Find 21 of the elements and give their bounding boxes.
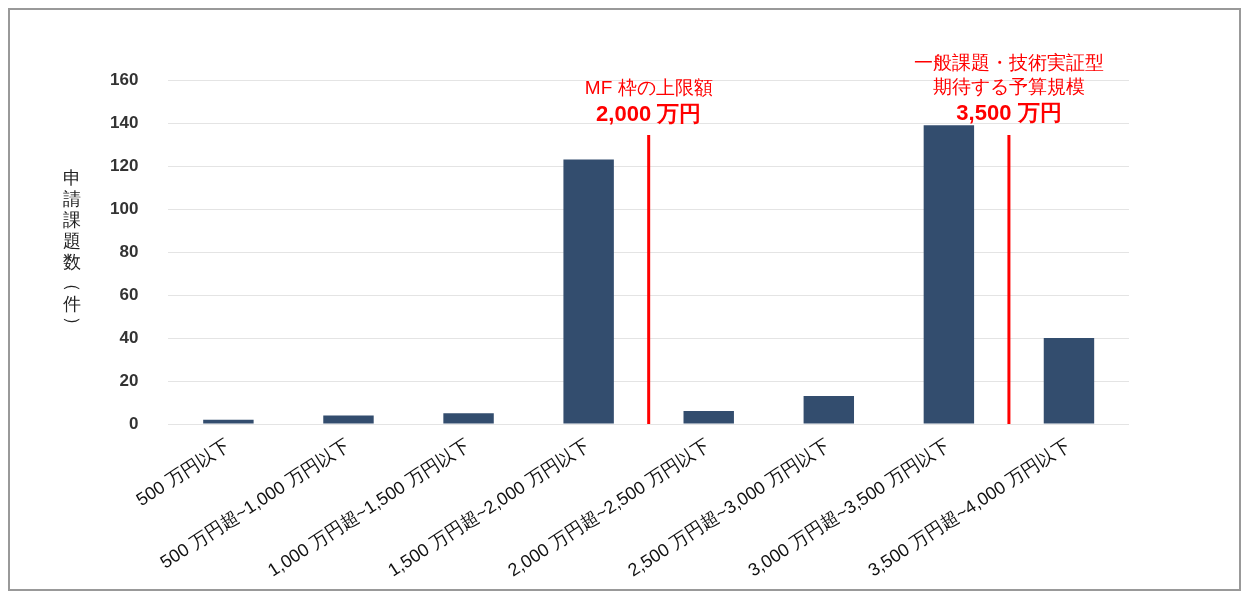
annotation: 一般課題・技術実証型期待する予算規模 3,500 万円 <box>913 52 1104 126</box>
bar <box>1043 338 1095 424</box>
bar <box>683 411 734 424</box>
bar <box>323 415 374 424</box>
y-tick-label: 20 <box>119 370 139 390</box>
bar <box>443 413 494 424</box>
bar <box>563 159 614 424</box>
y-tick-label: 40 <box>119 327 139 347</box>
y-tick-label: 140 <box>109 112 139 132</box>
y-tick-label: 100 <box>109 198 139 218</box>
y-tick-label: 0 <box>128 413 139 433</box>
y-tick-label: 80 <box>119 241 139 261</box>
y-tick-label: 60 <box>119 284 139 304</box>
y-axis-title: 申請課題数（件） <box>63 168 84 335</box>
bar <box>803 396 855 424</box>
y-tick-label: 160 <box>109 69 139 89</box>
x-tick-label: 500 万円以下 <box>132 434 234 510</box>
bar <box>923 125 975 424</box>
y-tick-label: 120 <box>109 155 139 175</box>
bar <box>203 419 254 424</box>
annotation: MF 枠の上限額 2,000 万円 <box>584 77 713 127</box>
